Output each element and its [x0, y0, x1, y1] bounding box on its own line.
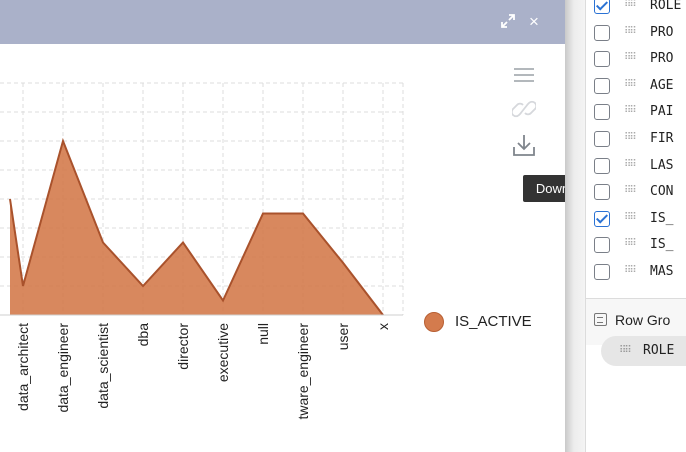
column-checkbox[interactable]	[594, 0, 610, 14]
column-label: FIR	[650, 131, 674, 146]
column-label: PRO	[650, 24, 674, 40]
expand-icon[interactable]	[500, 13, 516, 33]
column-checkbox[interactable]	[594, 131, 610, 147]
x-tick-label: x	[375, 323, 391, 330]
column-item[interactable]: ⠿⠿ IS_	[586, 208, 686, 230]
x-tick-labels: data_architect data_engineer data_scientis…	[15, 323, 391, 420]
column-label: CON	[650, 184, 674, 200]
panel-divider[interactable]	[565, 0, 585, 452]
column-item[interactable]: ⠿⠿ PRO	[586, 22, 686, 44]
drag-handle-icon[interactable]: ⠿⠿	[624, 25, 637, 37]
drag-handle-icon[interactable]: ⠿⠿	[624, 78, 637, 90]
column-label: ROLE	[650, 0, 682, 13]
drag-handle-icon[interactable]: ⠿⠿	[624, 265, 637, 276]
column-item[interactable]: ⠿⠿ IS_	[586, 234, 686, 256]
chart-window-titlebar: ×	[0, 0, 565, 44]
column-label: AGE	[650, 77, 674, 93]
column-label: LAS	[650, 157, 674, 173]
column-checkbox[interactable]	[594, 210, 610, 227]
drag-handle-icon[interactable]: ⠿⠿	[624, 52, 637, 64]
row-group-pill-label: ROLE	[643, 343, 675, 358]
column-label: PAI	[650, 104, 674, 120]
download-icon[interactable]	[512, 133, 536, 162]
x-tick-label: null	[255, 323, 271, 345]
hamburger-menu-icon[interactable]	[513, 66, 535, 89]
row-groups-icon	[594, 313, 607, 326]
column-item[interactable]: ⠿⠿ FIR	[586, 128, 686, 150]
drag-handle-icon[interactable]: ⠿⠿	[624, 132, 637, 143]
x-tick-label: user	[335, 323, 351, 351]
column-label: IS_	[650, 210, 674, 226]
column-checkbox[interactable]	[594, 157, 610, 174]
area-chart: data_architect data_engineer data_scientis…	[0, 82, 404, 420]
chart-window: × data_architect data_engineer data_scient…	[0, 0, 642, 420]
column-checkbox[interactable]	[594, 77, 610, 94]
chart-area-series	[9, 137, 384, 316]
x-tick-label: data_scientist	[95, 323, 111, 409]
column-item[interactable]: ⠿⠿ AGE	[586, 75, 686, 97]
column-item[interactable]: ⠿⠿ CON	[586, 181, 686, 203]
drag-handle-icon[interactable]: ⠿⠿	[624, 158, 637, 170]
column-item[interactable]: ⠿⠿ ROLE	[586, 0, 686, 17]
column-label: PRO	[650, 51, 674, 67]
column-checkbox[interactable]	[594, 24, 610, 41]
column-item[interactable]: ⠿⠿ MAS	[586, 261, 686, 283]
close-icon[interactable]: ×	[529, 12, 539, 31]
column-checkbox[interactable]	[594, 237, 610, 254]
legend-label: IS_ACTIVE	[455, 313, 532, 330]
drag-handle-icon[interactable]: ⠿⠿	[624, 238, 637, 250]
column-item[interactable]: ⠿⠿ PAI	[586, 101, 686, 123]
drag-handle-icon[interactable]: ⠿⠿	[624, 105, 637, 117]
drag-handle-icon[interactable]: ⠿⠿	[624, 185, 637, 197]
x-tick-label: data_architect	[15, 323, 31, 411]
row-group-pill[interactable]: ⠿⠿ ROLE	[601, 336, 686, 366]
x-tick-label: tware_engineer	[295, 323, 311, 420]
x-tick-label: director	[175, 323, 191, 370]
column-label: MAS	[650, 264, 674, 279]
x-tick-label: executive	[215, 323, 231, 382]
legend-swatch	[424, 312, 444, 332]
column-label: IS_	[650, 237, 674, 253]
link-icon[interactable]	[510, 96, 538, 127]
column-item[interactable]: ⠿⠿ LAS	[586, 155, 686, 177]
row-groups-label: Row Gro	[615, 312, 671, 328]
column-checkbox[interactable]	[594, 264, 610, 280]
series-area-is-active	[10, 141, 383, 315]
column-item[interactable]: ⠿⠿ PRO	[586, 48, 686, 70]
column-checkbox[interactable]	[594, 51, 610, 68]
drag-handle-icon[interactable]: ⠿⠿	[624, 211, 637, 223]
column-checkbox[interactable]	[594, 104, 610, 121]
drag-handle-icon[interactable]: ⠿⠿	[624, 0, 637, 10]
column-checkbox[interactable]	[594, 184, 610, 201]
x-tick-label: dba	[135, 323, 151, 347]
drag-handle-icon[interactable]: ⠿⠿	[619, 345, 632, 356]
columns-panel: ⠿⠿ ROLE ⠿⠿ PRO ⠿⠿ PRO ⠿⠿ AGE ⠿⠿ PAI ⠿⠿ FIR ⠿⠿ LAS ⠿⠿ CO…	[585, 0, 686, 452]
x-tick-label: data_engineer	[55, 323, 71, 413]
